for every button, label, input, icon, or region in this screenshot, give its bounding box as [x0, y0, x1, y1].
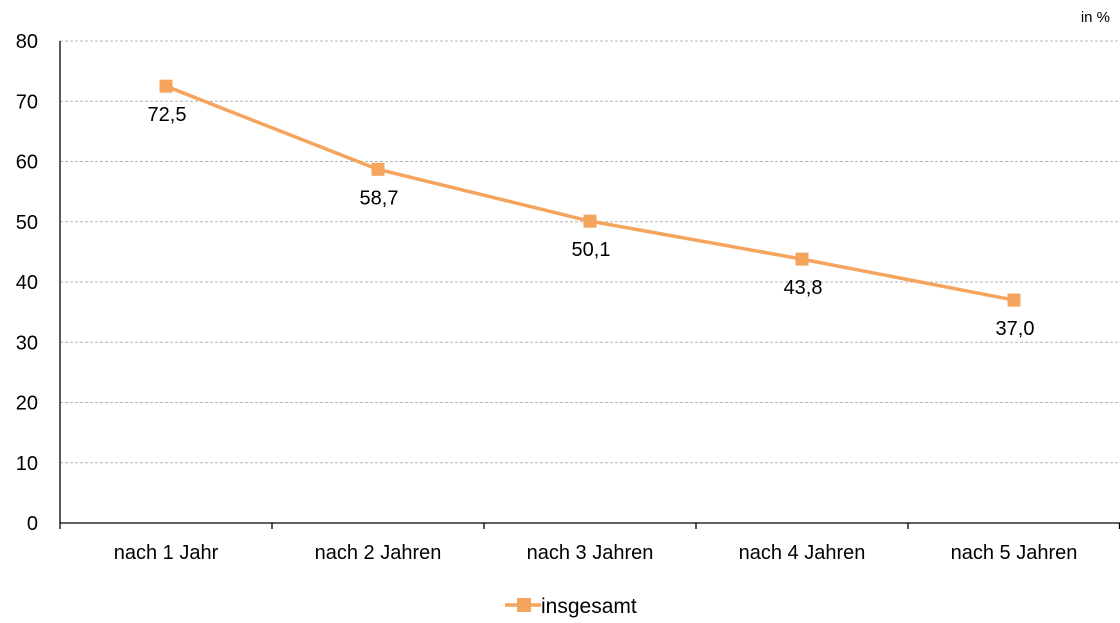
- x-tick-label-1: nach 1 Jahr: [114, 542, 219, 564]
- x-tick-label-2: nach 2 Jahren: [315, 542, 442, 564]
- data-label-5: 37,0: [996, 318, 1035, 340]
- y-axis-tick-labels: 0 10 20 30 40 50 60 70 80: [16, 31, 38, 535]
- y-tick-label-50: 50: [16, 212, 38, 234]
- data-point-4: [795, 252, 809, 266]
- x-tick-label-5: nach 5 Jahren: [951, 542, 1078, 564]
- x-tick-label-4: nach 4 Jahren: [739, 542, 866, 564]
- x-axis-tick-labels: nach 1 Jahr nach 2 Jahren nach 3 Jahren nac…: [114, 542, 1078, 564]
- y-tick-label-0: 0: [27, 513, 38, 535]
- y-tick-label-10: 10: [16, 453, 38, 475]
- y-tick-label-20: 20: [16, 393, 38, 415]
- axes: [59, 41, 1120, 529]
- data-label-3: 50,1: [572, 239, 611, 261]
- series-insgesamt: [159, 79, 1021, 307]
- legend-label: insgesamt: [541, 595, 637, 618]
- series-line-0: [165, 84, 1015, 302]
- y-tick-label-80: 80: [16, 31, 38, 53]
- unit-label: in %: [1081, 9, 1110, 26]
- y-tick-label-60: 60: [16, 152, 38, 174]
- data-label-2: 58,7: [360, 187, 399, 209]
- legend: insgesamt: [505, 595, 637, 618]
- y-tick-label-40: 40: [16, 272, 38, 294]
- data-labels: 72,5 58,7 50,1 43,8 37,0: [148, 104, 1035, 340]
- legend-marker: [517, 598, 531, 612]
- data-label-4: 43,8: [784, 277, 823, 299]
- x-tick-label-3: nach 3 Jahren: [527, 542, 654, 564]
- data-point-3: [583, 214, 597, 228]
- y-tick-label-30: 30: [16, 332, 38, 354]
- data-point-2: [371, 162, 385, 176]
- y-tick-label-70: 70: [16, 91, 38, 113]
- data-point-1: [159, 79, 173, 93]
- data-point-5: [1007, 293, 1021, 307]
- data-label-1: 72,5: [148, 104, 187, 126]
